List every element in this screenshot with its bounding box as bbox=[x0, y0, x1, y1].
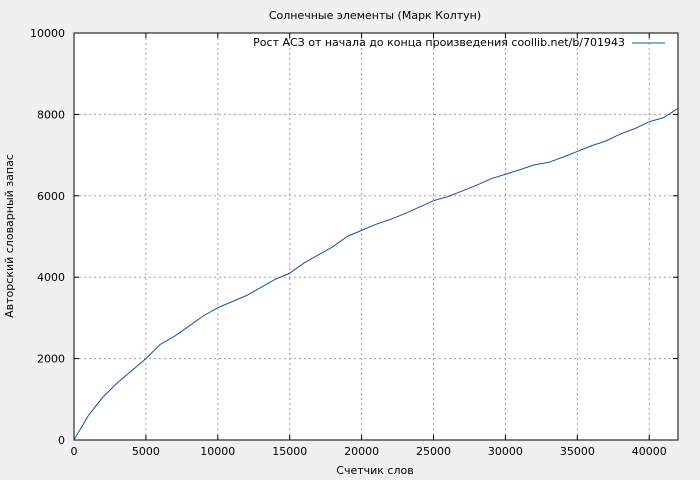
y-tick-label: 10000 bbox=[30, 27, 65, 40]
x-tick-label: 0 bbox=[71, 445, 78, 458]
y-tick-label: 0 bbox=[58, 434, 65, 447]
series-layer bbox=[73, 107, 679, 441]
series-line-0 bbox=[73, 107, 679, 441]
x-tick-label: 40000 bbox=[632, 445, 667, 458]
y-tick-label: 2000 bbox=[37, 353, 65, 366]
x-tick-label: 5000 bbox=[132, 445, 160, 458]
grid bbox=[74, 33, 678, 440]
axis-ticks: 0 5000 10000 15000 20000 25000 30000 35000 40000… bbox=[30, 27, 678, 458]
plot-area bbox=[73, 32, 679, 441]
x-axis-title: Счетчик слов bbox=[336, 464, 413, 477]
legend: Рост АСЗ от начала до конца произведения… bbox=[253, 36, 665, 49]
x-tick-label: 10000 bbox=[200, 445, 235, 458]
y-tick-label: 6000 bbox=[37, 190, 65, 203]
legend-entry-label: Рост АСЗ от начала до конца произведения… bbox=[253, 36, 625, 49]
chart-title: Солнечные элементы (Марк Колтун) bbox=[269, 9, 481, 22]
x-tick-label: 15000 bbox=[272, 445, 307, 458]
y-axis-title: Авторский словарный запас bbox=[3, 154, 16, 318]
x-tick-label: 30000 bbox=[488, 445, 523, 458]
x-tick-label: 25000 bbox=[416, 445, 451, 458]
y-tick-label: 8000 bbox=[37, 108, 65, 121]
x-tick-label: 20000 bbox=[344, 445, 379, 458]
y-tick-label: 4000 bbox=[37, 271, 65, 284]
x-tick-label: 35000 bbox=[560, 445, 595, 458]
